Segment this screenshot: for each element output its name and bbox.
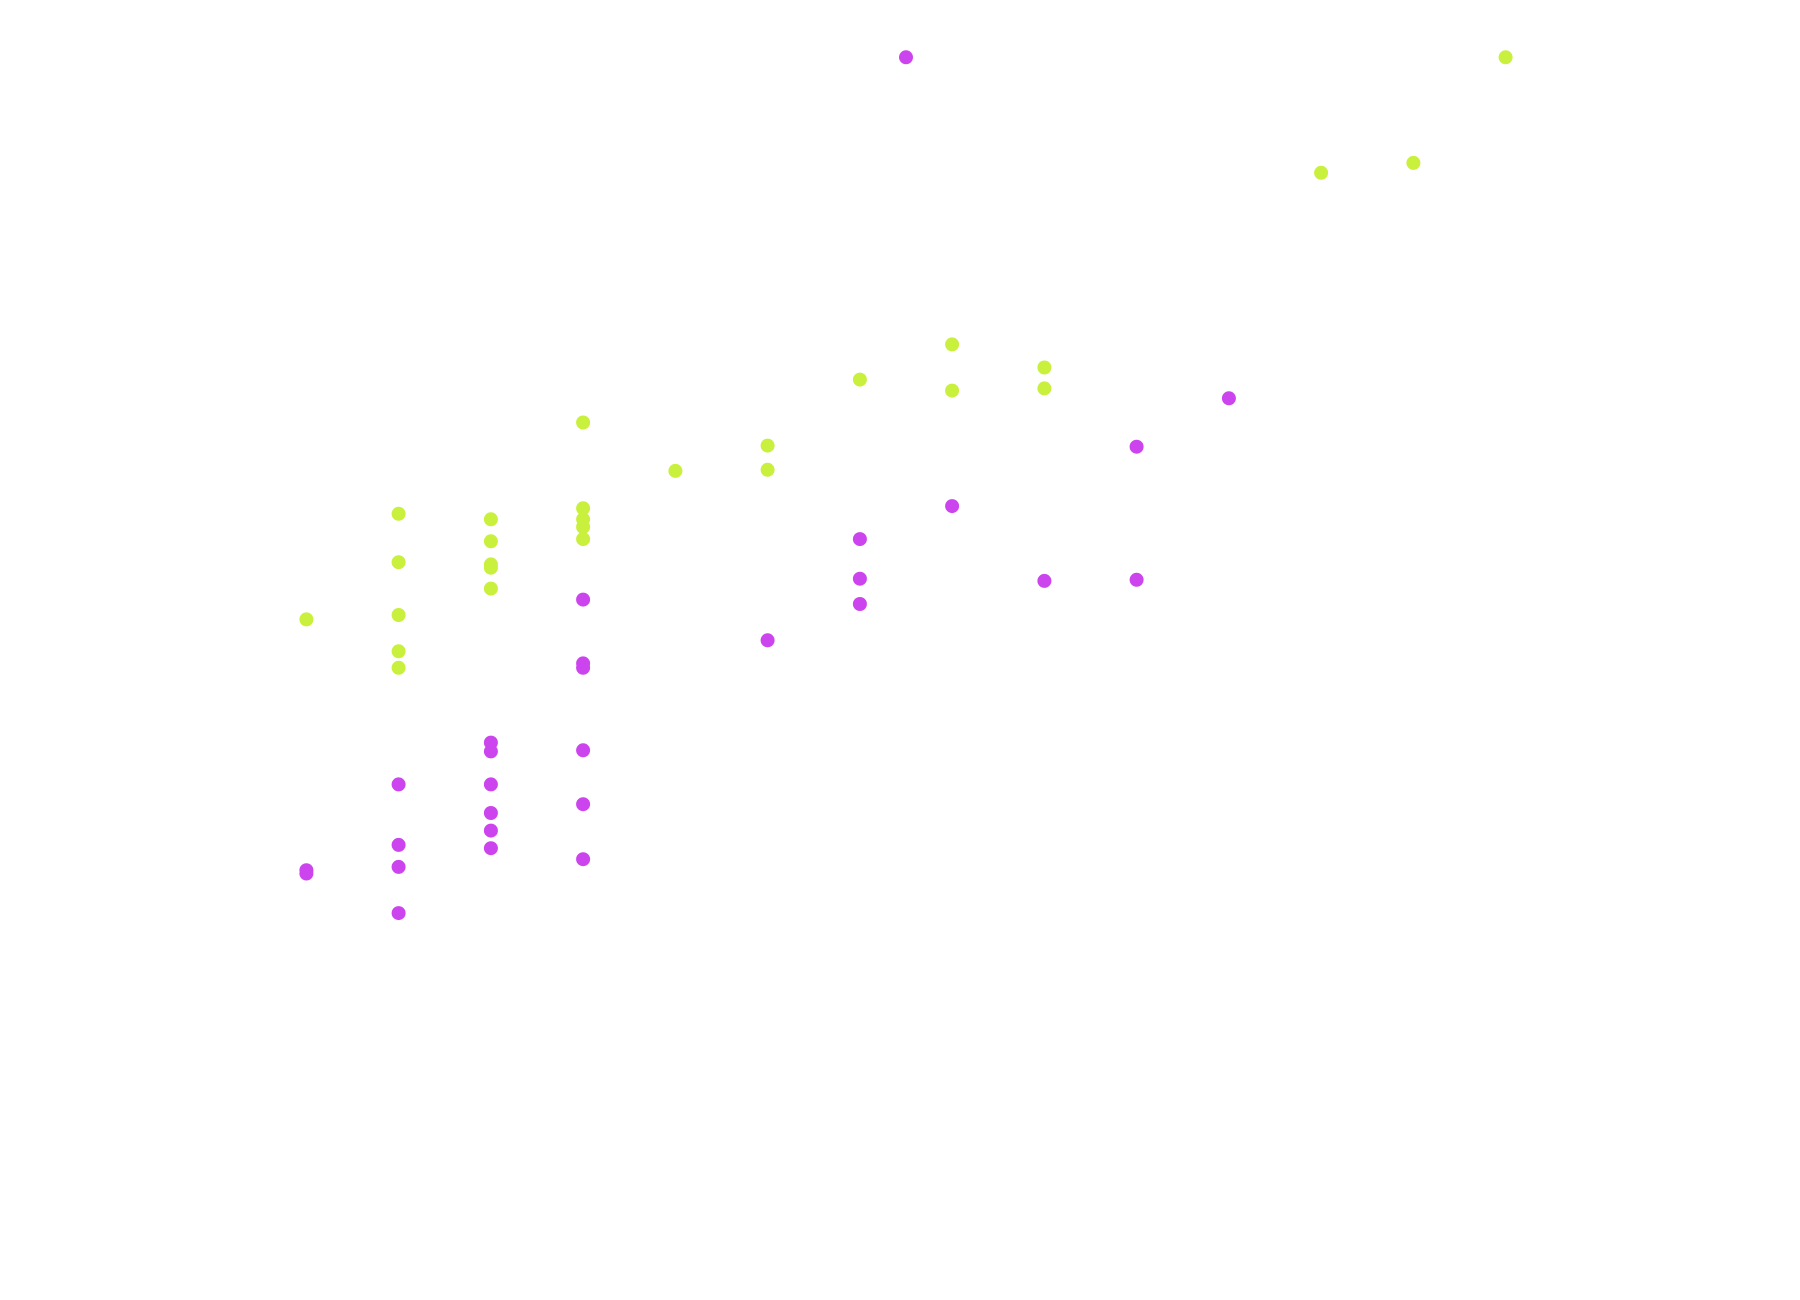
data-point <box>1221 391 1236 406</box>
data-point <box>391 506 406 521</box>
data-point <box>576 743 591 758</box>
data-point <box>576 592 591 607</box>
data-point <box>1129 572 1144 587</box>
data-point <box>576 532 591 547</box>
data-point <box>483 744 498 759</box>
data-point <box>576 501 591 516</box>
data-point <box>391 644 406 659</box>
data-point <box>852 372 867 387</box>
data-point <box>576 512 591 527</box>
data-point <box>483 777 498 792</box>
data-point <box>483 806 498 820</box>
data-point <box>576 797 591 812</box>
data-point <box>945 499 960 514</box>
data-point <box>576 852 591 867</box>
data-point <box>1037 381 1052 396</box>
data-point <box>483 841 498 856</box>
data-point <box>299 612 314 627</box>
data-point <box>1037 573 1052 588</box>
data-point <box>483 823 498 838</box>
data-point <box>760 462 775 477</box>
data-point <box>299 866 314 881</box>
data-point <box>1498 50 1513 65</box>
data-point <box>852 532 867 547</box>
data-point <box>945 337 960 352</box>
data-point <box>483 534 498 549</box>
data-point <box>1314 165 1329 180</box>
data-point <box>760 633 775 648</box>
data-point <box>483 512 498 527</box>
data-point <box>391 906 406 921</box>
data-point <box>483 581 498 596</box>
data-point <box>945 383 960 398</box>
data-point <box>668 463 683 478</box>
series-2 <box>299 50 1513 675</box>
data-point <box>852 597 867 611</box>
data-point <box>391 555 406 570</box>
data-point <box>1037 360 1052 375</box>
data-point <box>391 608 406 622</box>
data-point <box>576 415 591 430</box>
data-point <box>391 859 406 874</box>
data-point <box>760 438 775 453</box>
data-point <box>852 571 867 586</box>
data-point <box>899 50 913 65</box>
data-point <box>1129 439 1144 454</box>
points-layer <box>299 50 1513 921</box>
data-point <box>576 660 591 675</box>
series-1 <box>299 50 1236 921</box>
data-point <box>391 660 406 675</box>
data-point <box>391 777 406 792</box>
data-point <box>391 837 406 852</box>
data-point <box>483 560 498 575</box>
data-point <box>1406 155 1421 170</box>
